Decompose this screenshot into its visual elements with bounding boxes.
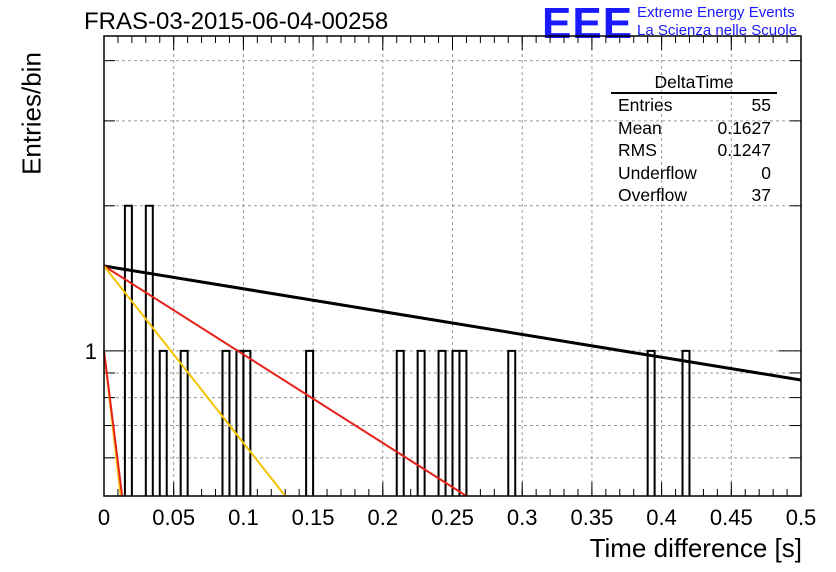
x-tick-label: 0.1 — [228, 505, 259, 530]
x-tick-label: 0.15 — [292, 505, 335, 530]
stats-row-rms: RMS 0.1247 — [618, 140, 771, 160]
histogram-bar — [507, 349, 517, 496]
x-tick-label: 0.3 — [507, 505, 538, 530]
histogram-bar — [242, 349, 252, 496]
x-axis-label: Time difference [s] — [589, 533, 802, 563]
histogram-bar — [221, 349, 231, 496]
histogram-bar — [158, 349, 168, 496]
histogram-bar — [305, 349, 315, 496]
x-tick-label: 0.35 — [570, 505, 613, 530]
x-tick-label: 0.5 — [786, 505, 817, 530]
histogram-bar — [437, 349, 447, 496]
fit-line — [103, 265, 287, 497]
eee-logo: EEE — [542, 0, 634, 48]
x-tick-label: 0 — [98, 505, 110, 530]
histogram-bar — [395, 349, 405, 496]
histogram-bar — [123, 204, 133, 496]
logo-line1: Extreme Energy Events — [637, 4, 795, 21]
x-tick-label: 0.05 — [152, 505, 195, 530]
fit-line — [103, 265, 467, 497]
histogram-bar — [681, 349, 691, 496]
stats-name: DeltaTime — [611, 72, 777, 94]
histogram-bar — [416, 349, 426, 496]
plot-frame — [103, 35, 802, 497]
x-tick-label: 0.4 — [646, 505, 677, 530]
histogram-bar — [179, 349, 189, 496]
stats-row-overflow: Overflow 37 — [618, 185, 771, 205]
histogram-bar — [646, 349, 656, 496]
stats-row-underflow: Underflow 0 — [618, 162, 771, 183]
histogram-bar — [144, 204, 154, 496]
stats-row-mean: Mean 0.1627 — [618, 117, 771, 138]
chart-title: FRAS-03-2015-06-04-00258 — [84, 8, 389, 35]
histogram-bar — [458, 349, 468, 496]
y-axis-label: Entries/bin — [16, 52, 47, 175]
logo-line2: La Scienza nelle Scuole — [637, 22, 798, 39]
x-tick-label: 0.2 — [368, 505, 399, 530]
fit-line — [103, 350, 124, 497]
stats-box: DeltaTime Entries 55 Mean 0.1627 RMS 0.1247… — [611, 72, 777, 207]
y-tick-label: 1 — [85, 339, 97, 364]
x-tick-label: 0.25 — [431, 505, 474, 530]
x-tick-label: 0.45 — [710, 505, 753, 530]
stats-row-entries: Entries 55 — [618, 95, 771, 115]
fit-line — [103, 264, 802, 382]
